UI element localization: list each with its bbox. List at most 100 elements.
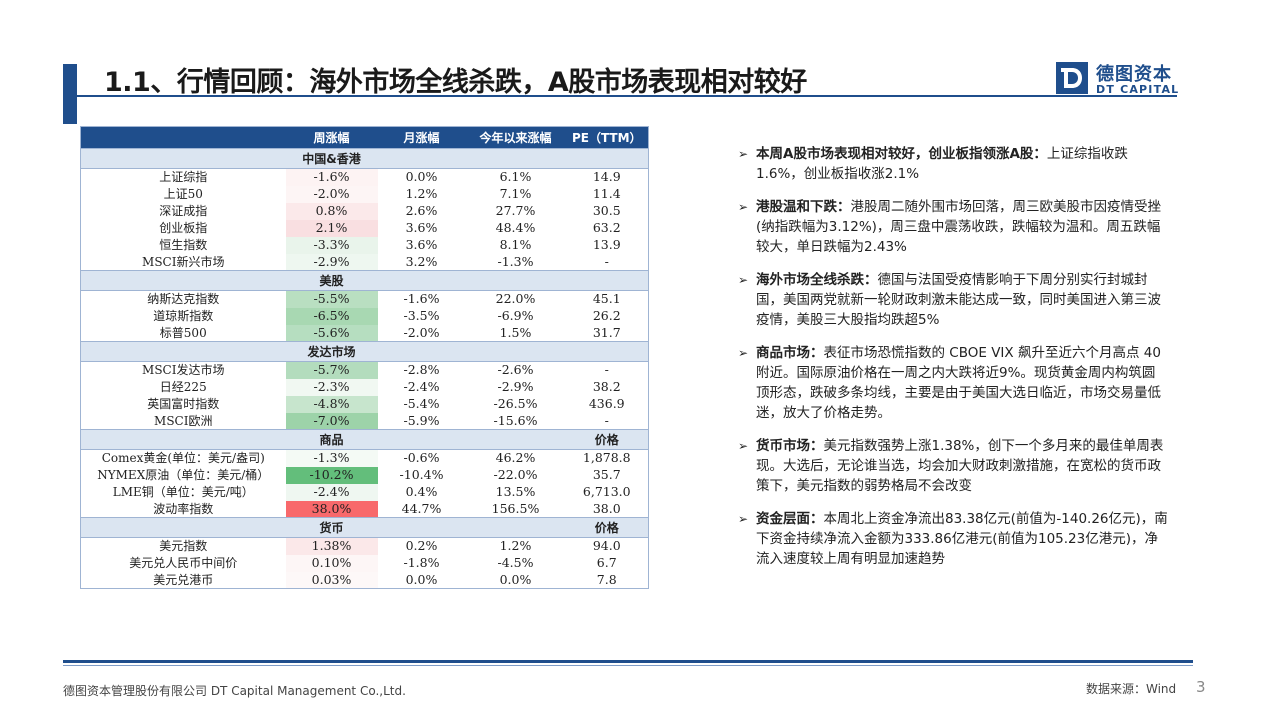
row-week: -5.5% bbox=[285, 290, 378, 308]
row-ytd: -2.6% bbox=[497, 362, 534, 378]
row-last: - bbox=[604, 253, 609, 269]
row-last: 26.2 bbox=[592, 308, 621, 323]
row-ytd: 22.0% bbox=[495, 291, 536, 307]
row-month: 0.0% bbox=[405, 571, 438, 587]
section-cell bbox=[80, 429, 286, 450]
section-title: 货币 bbox=[285, 517, 378, 538]
section-cell bbox=[465, 270, 566, 291]
bullet-arrow-icon: ➢ bbox=[738, 346, 749, 360]
row-name: MSCI新兴市场 bbox=[142, 254, 225, 269]
table-row: 日经225 -2.3% -2.4% -2.9% 38.2 bbox=[81, 378, 649, 396]
section-cell bbox=[80, 148, 286, 169]
commentary-item: ➢ 货币市场：美元指数强势上涨1.38%，创下一个多月来的最佳单周表现。大选后，无… bbox=[738, 436, 1168, 496]
row-month: 44.7% bbox=[401, 500, 442, 516]
row-last: 436.9 bbox=[588, 396, 625, 411]
market-table: 周涨幅 月涨幅 今年以来涨幅 PE（TTM） 中国&香港 上证综指 -1.6% 0.0… bbox=[80, 126, 649, 589]
row-last: 38.0 bbox=[592, 500, 621, 516]
page-number: 3 bbox=[1196, 678, 1206, 696]
commentary-body: 德国与法国受疫情影响于下周分别实行封城封国，美国两党就新一轮财政刺激未能达成一致… bbox=[756, 272, 1161, 328]
title-divider bbox=[77, 95, 1177, 97]
section-title: 美股 bbox=[285, 270, 378, 291]
row-month: 0.2% bbox=[405, 538, 438, 554]
row-last: 11.4 bbox=[592, 186, 621, 201]
row-ytd: 8.1% bbox=[499, 237, 532, 252]
row-name: 英国富时指数 bbox=[147, 397, 220, 411]
row-ytd: 1.2% bbox=[499, 538, 532, 554]
commentary-body: 本周北上资金净流出83.38亿元(前值为-140.26亿元)，南下资金持续净流入… bbox=[756, 511, 1168, 567]
section-cell bbox=[80, 341, 286, 362]
row-last: 6.7 bbox=[596, 555, 617, 570]
row-week: -10.2% bbox=[285, 466, 378, 484]
row-name: 创业板指 bbox=[159, 221, 208, 235]
footer-company: 德图资本管理股份有限公司 DT Capital Management Co.,L… bbox=[63, 684, 406, 698]
section-row: 中国&香港 bbox=[80, 148, 649, 169]
row-name: 纳斯达克指数 bbox=[147, 292, 220, 307]
row-week: 0.10% bbox=[285, 554, 378, 572]
row-last: 31.7 bbox=[592, 324, 621, 340]
row-last: 6,713.0 bbox=[582, 484, 631, 499]
table-row: 上证50 -2.0% 1.2% 7.1% 11.4 bbox=[81, 185, 649, 203]
row-month: -1.8% bbox=[403, 555, 440, 570]
row-name: NYMEX原油（单位：美元/桶） bbox=[97, 468, 270, 482]
row-last: 14.9 bbox=[592, 169, 621, 185]
row-ytd: -1.3% bbox=[497, 253, 534, 269]
commentary-item: ➢ 本周A股市场表现相对较好，创业板指领涨A股：上证综指收跌1.6%，创业板指收涨… bbox=[738, 144, 1168, 184]
section-cell bbox=[377, 429, 466, 450]
row-ytd: -2.9% bbox=[497, 379, 534, 394]
row-week: 38.0% bbox=[285, 500, 378, 518]
row-name: 深证成指 bbox=[159, 204, 208, 218]
table-row: NYMEX原油（单位：美元/桶） -10.2% -10.4% -22.0% 35.7 bbox=[81, 466, 649, 484]
commentary-item: ➢ 商品市场：表征市场恐慌指数的 CBOE VIX 飙升至近六个月高点 40 附近… bbox=[738, 343, 1168, 423]
commentary-item: ➢ 海外市场全线杀跌：德国与法国受疫情影响于下周分别实行封城封国，美国两党就新一轮… bbox=[738, 270, 1168, 330]
section-last-header bbox=[565, 270, 649, 291]
header-month: 月涨幅 bbox=[377, 126, 466, 149]
row-last: 94.0 bbox=[592, 538, 621, 554]
table-row: 创业板指 2.1% 3.6% 48.4% 63.2 bbox=[81, 219, 649, 237]
commentary-heading: 海外市场全线杀跌： bbox=[756, 272, 878, 288]
row-name: 美元指数 bbox=[159, 539, 208, 554]
commentary-list: ➢ 本周A股市场表现相对较好，创业板指领涨A股：上证综指收跌1.6%，创业板指收涨… bbox=[738, 144, 1168, 582]
row-week: -2.9% bbox=[285, 253, 378, 271]
row-ytd: 1.5% bbox=[499, 324, 532, 340]
section-cell bbox=[377, 270, 466, 291]
page-title: 1.1、行情回顾：海外市场全线杀跌，A股市场表现相对较好 bbox=[104, 67, 807, 98]
row-week: -2.3% bbox=[285, 378, 378, 396]
row-last: 45.1 bbox=[592, 291, 621, 307]
row-month: -0.6% bbox=[403, 450, 440, 466]
row-month: 0.0% bbox=[405, 169, 438, 185]
row-ytd: 0.0% bbox=[499, 571, 532, 587]
row-week: -2.4% bbox=[285, 483, 378, 501]
commentary-body: 港股周二随外围市场回落，周三欧美股市因疫情受挫(纳指跌幅为3.12%)，周三盘中… bbox=[756, 199, 1161, 255]
header-pe: PE（TTM） bbox=[565, 126, 649, 149]
row-week: -1.3% bbox=[285, 449, 378, 467]
table-row: 道琼斯指数 -6.5% -3.5% -6.9% 26.2 bbox=[81, 307, 649, 325]
row-ytd: 13.5% bbox=[495, 484, 536, 499]
commentary-heading: 商品市场： bbox=[756, 345, 824, 361]
table-row: Comex黄金(单位：美元/盎司) -1.3% -0.6% 46.2% 1,878.8 bbox=[81, 449, 649, 467]
table-row: 恒生指数 -3.3% 3.6% 8.1% 13.9 bbox=[81, 236, 649, 254]
commentary-body: 表征市场恐慌指数的 CBOE VIX 飙升至近六个月高点 40 附近。国际原油价… bbox=[756, 345, 1161, 421]
table-row: 纳斯达克指数 -5.5% -1.6% 22.0% 45.1 bbox=[81, 290, 649, 308]
row-name: 美元兑港币 bbox=[153, 572, 214, 587]
header-name bbox=[80, 126, 286, 149]
table-row: 标普500 -5.6% -2.0% 1.5% 31.7 bbox=[81, 324, 649, 342]
row-ytd: -6.9% bbox=[497, 308, 534, 323]
row-ytd: -26.5% bbox=[493, 396, 538, 411]
row-month: 3.6% bbox=[405, 237, 438, 252]
commentary-heading: 本周A股市场表现相对较好，创业板指领涨A股： bbox=[756, 146, 1047, 162]
section-title: 中国&香港 bbox=[285, 148, 378, 169]
row-week: 2.1% bbox=[285, 219, 378, 237]
section-last-header bbox=[565, 341, 649, 362]
row-month: -3.5% bbox=[403, 308, 440, 323]
company-logo: 德图资本 DT CAPITAL bbox=[1056, 60, 1178, 98]
section-cell bbox=[465, 429, 566, 450]
table-row: 美元兑港币 0.03% 0.0% 0.0% 7.8 bbox=[81, 571, 649, 589]
row-week: -6.5% bbox=[285, 307, 378, 325]
row-last: 30.5 bbox=[592, 203, 621, 218]
section-cell bbox=[465, 341, 566, 362]
row-week: -3.3% bbox=[285, 236, 378, 254]
row-week: -5.6% bbox=[285, 324, 378, 342]
row-month: 1.2% bbox=[405, 186, 438, 201]
section-cell bbox=[377, 148, 466, 169]
row-name: 美元兑人民币中间价 bbox=[129, 556, 238, 570]
